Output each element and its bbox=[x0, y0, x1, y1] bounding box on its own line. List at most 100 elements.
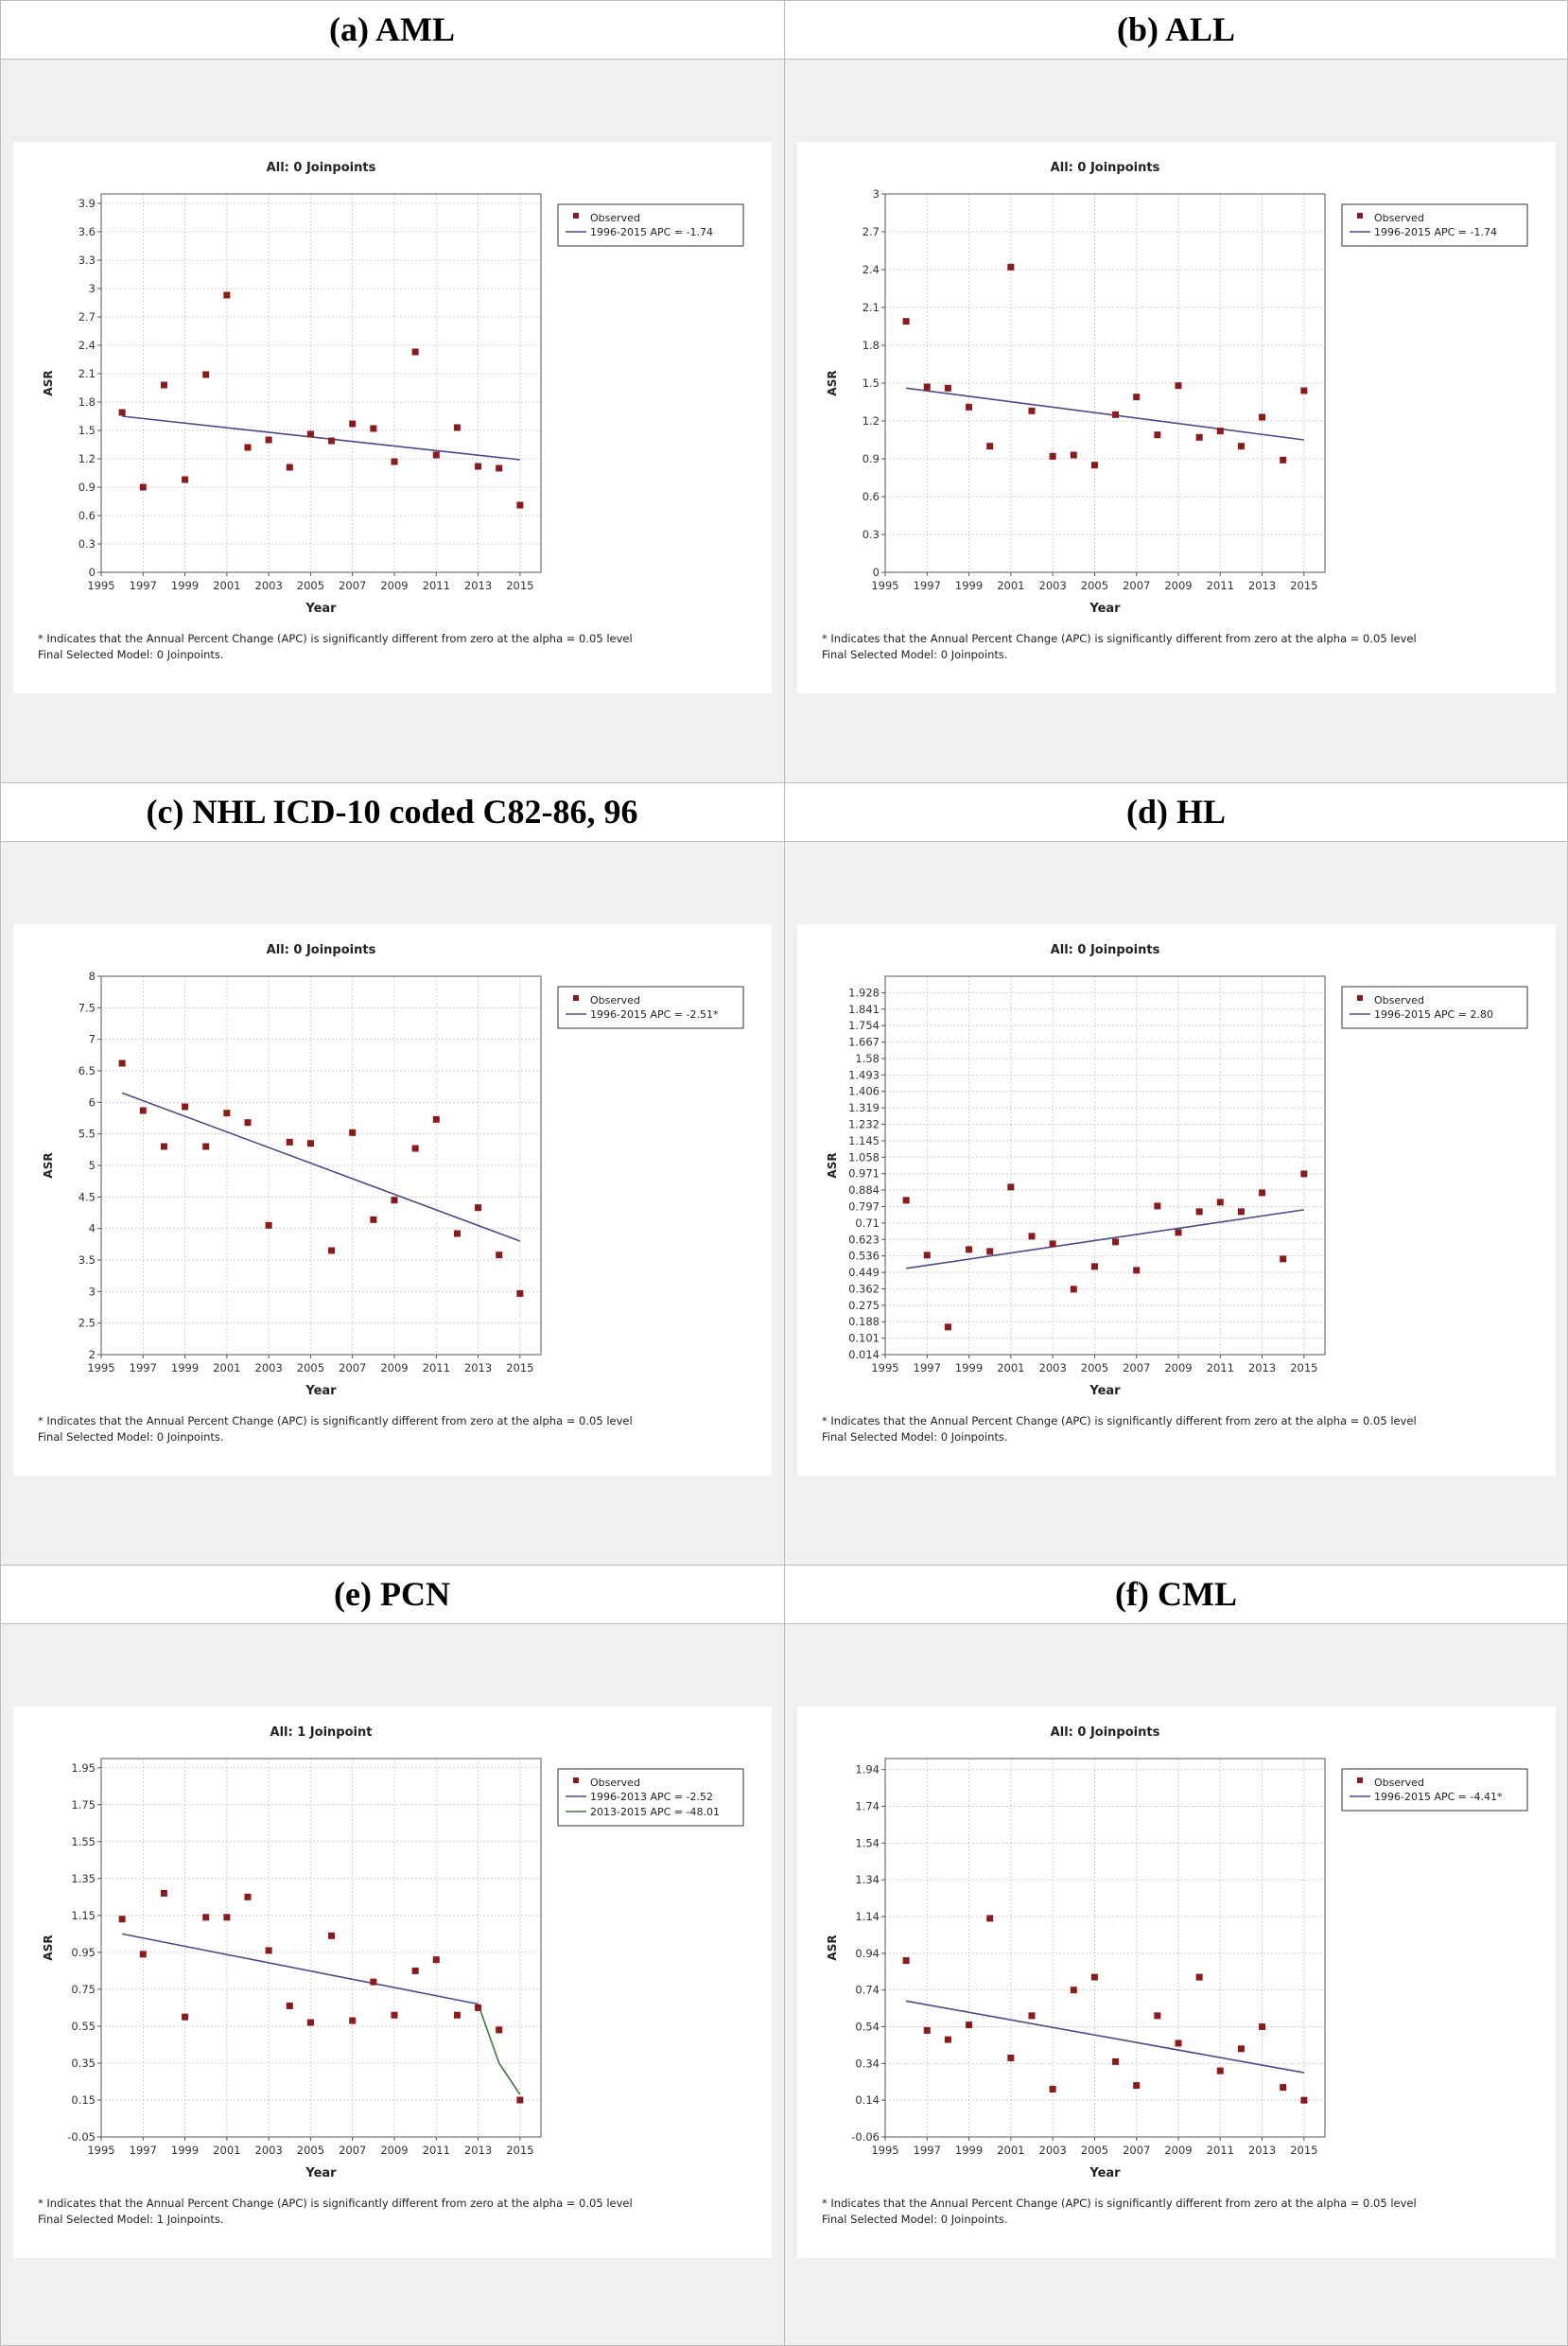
x-tick-label: 2011 bbox=[423, 579, 450, 592]
y-tick-label: 5.5 bbox=[78, 1128, 96, 1141]
fit-line-1 bbox=[906, 2000, 1304, 2074]
y-tick-label: 0.9 bbox=[862, 452, 880, 465]
legend-fit-label: 1996-2015 APC = 2.80 bbox=[1374, 1008, 1493, 1021]
x-tick-label: 1995 bbox=[871, 2144, 898, 2157]
y-tick-label: 3.3 bbox=[78, 254, 96, 267]
plot-frame bbox=[100, 193, 542, 573]
y-tick-label: 0.101 bbox=[848, 1332, 880, 1345]
observed-point bbox=[1195, 1973, 1203, 1981]
panel-body: All: 0 Joinpoints 1995 1997 1999 2001 2003 200… bbox=[0, 841, 784, 1565]
y-tick-label: 3 bbox=[873, 187, 880, 201]
legend-box bbox=[1341, 986, 1528, 1029]
observed-point bbox=[244, 444, 252, 451]
observed-point bbox=[1028, 1233, 1036, 1240]
observed-point bbox=[1300, 1170, 1308, 1178]
y-tick-label: 0.884 bbox=[848, 1183, 880, 1197]
x-tick-label: 1999 bbox=[171, 1361, 199, 1374]
footnote-final-model: Final Selected Model: 0 Joinpoints. bbox=[822, 2213, 1008, 2226]
y-tick-label: 0.55 bbox=[71, 2020, 96, 2033]
x-tick-label: 2007 bbox=[339, 2144, 366, 2157]
x-tick-label: 1999 bbox=[955, 579, 983, 592]
y-tick-label: 1.5 bbox=[862, 376, 880, 390]
y-tick-label: 0.3 bbox=[862, 528, 880, 541]
x-tick-label: 2001 bbox=[997, 2144, 1024, 2157]
observed-point bbox=[160, 381, 167, 389]
observed-point bbox=[182, 476, 189, 483]
y-tick-label: 7.5 bbox=[78, 1001, 96, 1014]
x-tick-label: 2009 bbox=[1164, 1361, 1192, 1374]
y-tick-label: 2.7 bbox=[862, 225, 880, 238]
observed-point bbox=[349, 1129, 357, 1136]
footnote-apc: * Indicates that the Annual Percent Chan… bbox=[38, 1414, 633, 1427]
observed-point bbox=[118, 1916, 126, 1923]
y-tick-label: 1.406 bbox=[848, 1085, 880, 1098]
legend-fit-label: 1996-2015 APC = -1.74 bbox=[590, 226, 713, 238]
x-tick-label: 2007 bbox=[1123, 2144, 1150, 2157]
observed-point bbox=[902, 1957, 910, 1965]
y-tick-label: 0.188 bbox=[848, 1315, 880, 1328]
y-axis-label: ASR bbox=[42, 1935, 55, 1960]
legend-observed-label: Observed bbox=[590, 212, 640, 224]
legend-observed-label: Observed bbox=[1374, 994, 1424, 1007]
x-tick-label: 2007 bbox=[1123, 1361, 1150, 1374]
x-tick-label: 2009 bbox=[380, 1361, 408, 1374]
observed-point bbox=[328, 1932, 336, 1939]
observed-point bbox=[1195, 1208, 1203, 1216]
observed-point bbox=[1049, 2086, 1056, 2093]
panel-body: All: 0 Joinpoints 1995 1997 1999 2001 2003 200… bbox=[784, 1623, 1568, 2346]
fit-line-1 bbox=[121, 1933, 479, 2005]
x-axis-label: Year bbox=[1089, 2166, 1121, 2180]
chart-svg: All: 0 Joinpoints 1995 1997 1999 2001 2003 200… bbox=[826, 943, 1528, 1398]
y-tick-label: 1.928 bbox=[848, 986, 880, 999]
observed-point bbox=[1007, 263, 1015, 271]
observed-point bbox=[496, 464, 503, 472]
observed-point bbox=[923, 383, 931, 391]
y-tick-label: 4.5 bbox=[78, 1190, 96, 1203]
observed-point bbox=[265, 1221, 272, 1229]
x-tick-label: 2013 bbox=[464, 2144, 492, 2157]
x-tick-label: 2015 bbox=[1290, 1361, 1317, 1374]
x-tick-label: 2003 bbox=[255, 1361, 283, 1374]
x-tick-label: 1997 bbox=[914, 579, 941, 592]
panel-header: (a) AML bbox=[329, 10, 455, 48]
observed-point bbox=[1259, 1189, 1266, 1197]
x-tick-label: 1995 bbox=[87, 2144, 114, 2157]
y-tick-label: 1.667 bbox=[848, 1036, 880, 1049]
y-tick-label: 1.145 bbox=[848, 1134, 880, 1147]
x-tick-label: 1999 bbox=[171, 579, 199, 592]
observed-point bbox=[1300, 2096, 1308, 2104]
y-tick-label: 0.54 bbox=[855, 2020, 880, 2033]
y-tick-label: 3 bbox=[89, 1285, 96, 1298]
observed-point bbox=[286, 464, 293, 471]
y-tick-label: 7 bbox=[89, 1033, 96, 1046]
panel-header: (c) NHL ICD-10 coded C82-86, 96 bbox=[146, 793, 638, 831]
y-tick-label: 0.35 bbox=[71, 2057, 96, 2070]
x-tick-label: 1999 bbox=[955, 2144, 983, 2157]
observed-point bbox=[966, 403, 973, 411]
footnote-apc: * Indicates that the Annual Percent Chan… bbox=[38, 632, 633, 645]
y-tick-label: 0.797 bbox=[848, 1199, 880, 1213]
y-tick-label: 1.2 bbox=[78, 452, 96, 465]
observed-point bbox=[1237, 2045, 1245, 2053]
legend-box bbox=[1341, 203, 1528, 247]
observed-point bbox=[923, 1252, 931, 1259]
y-tick-label: -0.06 bbox=[851, 2130, 880, 2144]
observed-point bbox=[432, 451, 440, 459]
y-tick-label: 1.54 bbox=[855, 1836, 880, 1849]
footnote-final-model: Final Selected Model: 0 Joinpoints. bbox=[822, 1430, 1008, 1444]
legend-observed-swatch bbox=[573, 1777, 579, 1783]
y-tick-label: 2.4 bbox=[862, 263, 880, 276]
observed-point bbox=[1133, 394, 1141, 401]
y-tick-label: 0.15 bbox=[71, 2093, 96, 2107]
observed-point bbox=[1216, 428, 1224, 435]
observed-point bbox=[1112, 1238, 1120, 1246]
y-tick-label: 1.15 bbox=[71, 1909, 96, 1922]
observed-point bbox=[411, 348, 419, 356]
observed-point bbox=[966, 1246, 973, 1253]
footnote-final-model: Final Selected Model: 0 Joinpoints. bbox=[822, 648, 1008, 661]
observed-point bbox=[432, 1115, 440, 1123]
panel-body: All: 0 Joinpoints 1995 1997 1999 2001 2003 200… bbox=[0, 59, 784, 782]
legend-observed-label: Observed bbox=[1374, 212, 1424, 224]
observed-point bbox=[1133, 2082, 1141, 2090]
observed-point bbox=[944, 1323, 951, 1331]
